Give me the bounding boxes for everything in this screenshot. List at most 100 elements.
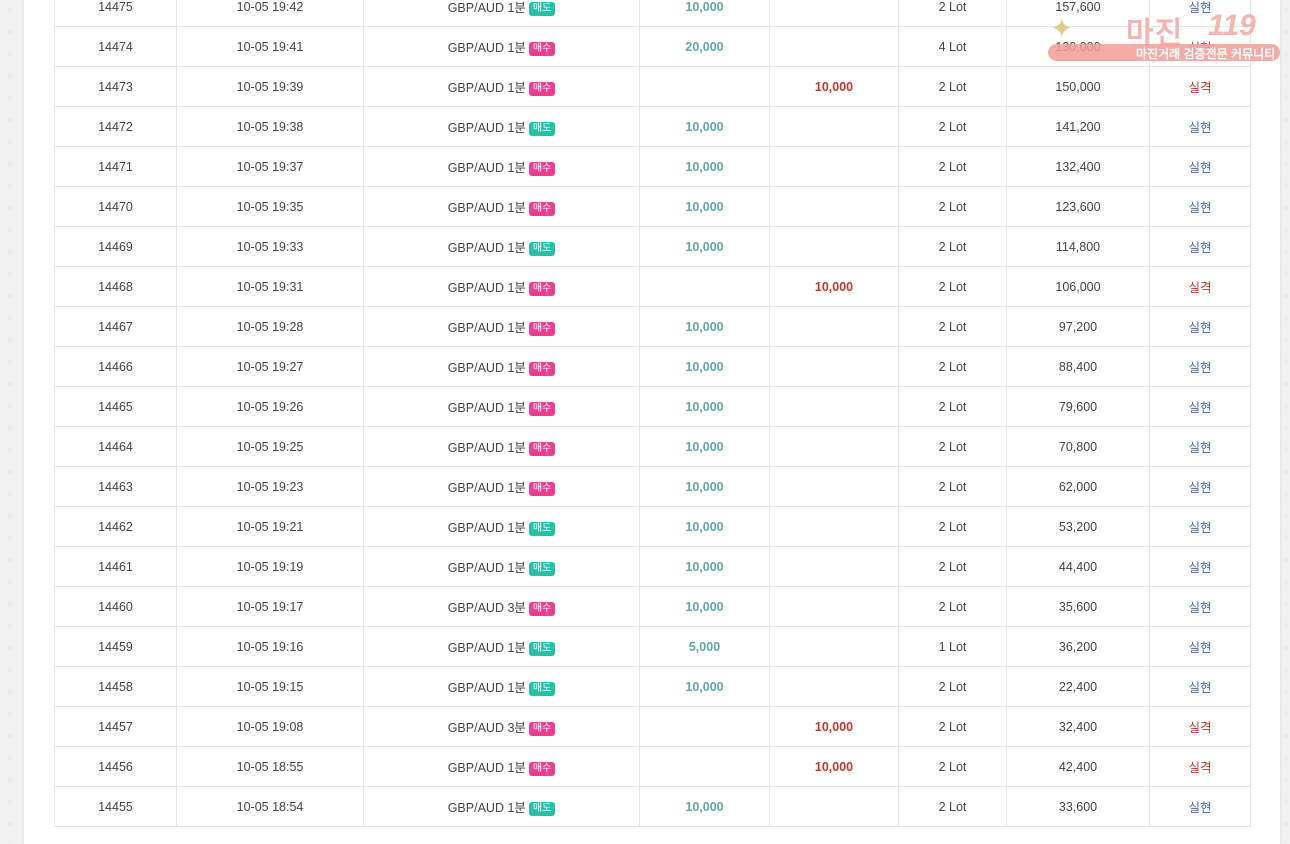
balance-cell: 132,400 [1006,146,1150,187]
balance-cell: 79,600 [1006,386,1150,427]
lot-cell: 2 Lot [898,786,1007,827]
balance-cell: 33,600 [1006,786,1150,827]
result-cell: 실현 [1149,106,1251,147]
table-row: 14465 10-05 19:26 GBP/AUD 1분 매수 10,000 2 Lot 7… [54,386,1251,427]
trade-item-label: GBP/AUD 1분 [447,361,526,375]
trade-id-cell: 14470 [54,186,177,227]
result-cell: 실현 [1149,426,1251,467]
buy-badge: 매수 [528,322,556,336]
trade-item-cell: GBP/AUD 3분 매수 [363,706,640,747]
trade-id-cell: 14468 [54,266,177,307]
trade-id-cell: 14458 [54,666,177,707]
result-cell: 실현 [1149,0,1251,27]
loss-cell: 10,000 [769,746,899,787]
lot-cell: 2 Lot [898,66,1007,107]
profit-cell [639,706,770,747]
table-row: 14463 10-05 19:23 GBP/AUD 1분 매수 10,000 2 Lot 6… [54,466,1251,507]
result-cell: 실현 [1149,466,1251,507]
trade-item-label: GBP/AUD 1분 [447,201,526,215]
lot-cell: 1 Lot [898,626,1007,667]
balance-cell: 42,400 [1006,746,1150,787]
lot-cell: 2 Lot [898,586,1007,627]
balance-cell: 22,400 [1006,666,1150,707]
trade-id-cell: 14474 [54,26,177,67]
profit-cell: 10,000 [639,386,770,427]
buy-badge: 매수 [528,482,556,496]
trade-item-label: GBP/AUD 1분 [447,481,526,495]
result-cell: 실현 [1149,186,1251,227]
table-row: 14468 10-05 19:31 GBP/AUD 1분 매수 10,000 2 Lot 1… [54,266,1251,307]
trade-item-cell: GBP/AUD 3분 매수 [363,586,640,627]
trade-id-cell: 14466 [54,346,177,387]
table-row: 14472 10-05 19:38 GBP/AUD 1분 매도 10,000 2 Lot 1… [54,106,1251,147]
trade-item-cell: GBP/AUD 1분 매도 [363,0,640,27]
lot-cell: 4 Lot [898,26,1007,67]
profit-cell: 10,000 [639,466,770,507]
result-cell: 실현 [1149,226,1251,267]
trade-time-cell: 10-05 19:31 [176,266,364,307]
table-row: 14461 10-05 19:19 GBP/AUD 1분 매도 10,000 2 Lot 4… [54,546,1251,587]
profit-cell: 10,000 [639,346,770,387]
lot-cell: 2 Lot [898,346,1007,387]
table-row: 14471 10-05 19:37 GBP/AUD 1분 매수 10,000 2 Lot 1… [54,146,1251,187]
sell-badge: 매도 [528,642,556,656]
trade-id-cell: 14467 [54,306,177,347]
trade-item-label: GBP/AUD 1분 [447,681,526,695]
result-cell: 실현 [1149,586,1251,627]
table-row: 14460 10-05 19:17 GBP/AUD 3분 매수 10,000 2 Lot 3… [54,586,1251,627]
loss-cell: 10,000 [769,66,899,107]
result-cell: 실격 [1149,706,1251,747]
trade-item-label: GBP/AUD 1분 [447,161,526,175]
loss-cell [769,666,899,707]
sell-badge: 매도 [528,802,556,816]
lot-cell: 2 Lot [898,546,1007,587]
lot-cell: 2 Lot [898,466,1007,507]
buy-badge: 매수 [528,162,556,176]
trade-id-cell: 14459 [54,626,177,667]
result-cell: 실격 [1149,66,1251,107]
trade-item-cell: GBP/AUD 1분 매수 [363,66,640,107]
trade-time-cell: 10-05 19:27 [176,346,364,387]
trade-time-cell: 10-05 19:33 [176,226,364,267]
trade-id-cell: 14455 [54,786,177,827]
profit-cell: 10,000 [639,586,770,627]
balance-cell: 114,800 [1006,226,1150,267]
site-logo: ✦ 마진 119 마진거래 검증전문 커뮤니티 [1046,6,1282,64]
trade-id-cell: 14475 [54,0,177,27]
trade-id-cell: 14457 [54,706,177,747]
buy-badge: 매수 [528,82,556,96]
trade-id-cell: 14460 [54,586,177,627]
table-row: 14467 10-05 19:28 GBP/AUD 1분 매수 10,000 2 Lot 9… [54,306,1251,347]
trade-id-cell: 14461 [54,546,177,587]
sell-badge: 매도 [528,522,556,536]
trade-item-cell: GBP/AUD 1분 매수 [363,186,640,227]
trade-time-cell: 10-05 18:54 [176,786,364,827]
trade-item-label: GBP/AUD 1분 [447,801,526,815]
balance-cell: 44,400 [1006,546,1150,587]
profit-cell [639,266,770,307]
loss-cell [769,386,899,427]
trade-id-cell: 14465 [54,386,177,427]
profit-cell: 10,000 [639,106,770,147]
balance-cell: 35,600 [1006,586,1150,627]
trade-time-cell: 10-05 19:21 [176,506,364,547]
buy-badge: 매수 [528,282,556,296]
loss-cell [769,546,899,587]
result-cell: 실격 [1149,746,1251,787]
loss-cell: 10,000 [769,266,899,307]
trade-id-cell: 14456 [54,746,177,787]
trade-item-label: GBP/AUD 1분 [447,281,526,295]
loss-cell [769,26,899,67]
trade-item-label: GBP/AUD 3분 [447,601,526,615]
profit-cell: 10,000 [639,546,770,587]
trade-item-cell: GBP/AUD 1분 매도 [363,666,640,707]
trade-item-cell: GBP/AUD 1분 매수 [363,146,640,187]
result-cell: 실현 [1149,546,1251,587]
table-row: 14457 10-05 19:08 GBP/AUD 3분 매수 10,000 2 Lot 3… [54,706,1251,747]
trade-id-cell: 14462 [54,506,177,547]
lot-cell: 2 Lot [898,0,1007,27]
loss-cell [769,466,899,507]
trade-time-cell: 10-05 19:17 [176,586,364,627]
trade-item-cell: GBP/AUD 1분 매수 [363,426,640,467]
table-row: 14455 10-05 18:54 GBP/AUD 1분 매도 10,000 2 Lot 3… [54,786,1251,827]
